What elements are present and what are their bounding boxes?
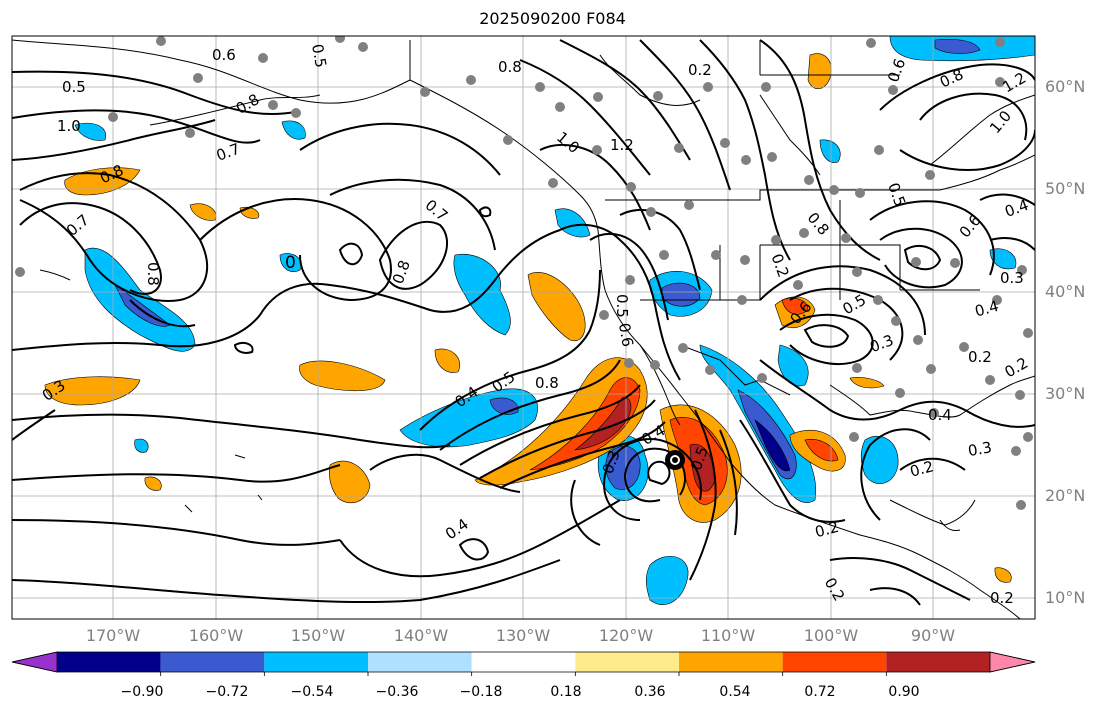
negative-field — [281, 120, 306, 140]
colorbar-segment — [160, 652, 265, 672]
contour-label: 0.8 — [535, 374, 559, 392]
contour-label: 0.3 — [967, 438, 994, 460]
contour-label: 0.6 — [615, 322, 637, 349]
colorbar-tick-label: −0.18 — [459, 684, 503, 700]
longitude-label: 140°W — [393, 626, 449, 645]
negative-field — [134, 438, 149, 453]
coastlines — [12, 39, 1035, 619]
longitude-label: 170°W — [85, 626, 141, 645]
colorbar — [11, 651, 1036, 676]
positive-field — [573, 397, 632, 451]
negative-field — [777, 344, 809, 387]
latitude-label: 50°N — [1045, 179, 1086, 198]
longitude-label: 110°W — [700, 626, 756, 645]
longitude-label: 130°W — [495, 626, 551, 645]
colorbar-tick-label: −0.72 — [205, 684, 249, 700]
colorbar-tick-label: 0.90 — [888, 684, 920, 700]
contour-label: 0.4 — [973, 297, 1001, 321]
negative-field — [819, 139, 841, 163]
positive-field — [994, 567, 1012, 583]
positive-field — [807, 53, 832, 90]
positive-field — [849, 377, 885, 389]
positive-field — [527, 272, 586, 342]
positive-field — [328, 460, 371, 504]
colorbar-segment — [575, 652, 679, 672]
contour-label: 0.8 — [144, 262, 162, 286]
contour-label: 0.5 — [613, 294, 631, 318]
colorbar-segment — [886, 652, 990, 672]
longitude-label: 100°W — [803, 626, 859, 645]
colorbar-tick-label: 0.36 — [634, 684, 666, 700]
negative-field — [645, 556, 689, 605]
colorbar-segment — [368, 652, 472, 672]
contour-label: 0 — [285, 253, 296, 273]
latitude-label: 60°N — [1045, 77, 1086, 96]
contour-label: 0.5 — [308, 43, 330, 70]
contour-label: 0.5 — [62, 78, 86, 96]
station-dots — [15, 36, 1033, 510]
positive-field — [434, 348, 460, 373]
contour-label: 0.6 — [212, 46, 236, 64]
contour-label: 0.2 — [990, 589, 1014, 607]
negative-field — [860, 435, 899, 484]
contours — [12, 39, 1035, 606]
colorbar-tick-label: −0.36 — [375, 684, 419, 700]
negative-field — [554, 208, 591, 238]
positive-field — [44, 376, 141, 406]
negative-field — [989, 248, 1017, 270]
latitude-label: 30°N — [1045, 384, 1086, 403]
contour-label: 0.2 — [908, 457, 936, 481]
colorbar-segment — [782, 652, 887, 672]
colorbar-extend-max — [989, 651, 1036, 673]
contour-label: 0.4 — [928, 406, 952, 424]
latitude-label: 40°N — [1045, 282, 1086, 301]
contour-label: 0.2 — [688, 61, 712, 79]
latitude-label: 20°N — [1045, 486, 1086, 505]
colorbar-segment — [679, 652, 783, 672]
latitude-label: 10°N — [1045, 588, 1086, 607]
contour-label: 0.8 — [498, 58, 522, 76]
colorbar-tick-label: 0.72 — [804, 684, 836, 700]
positive-field — [804, 439, 839, 462]
negative-field — [934, 39, 981, 54]
longitude-label: 90°W — [910, 626, 956, 645]
contour-label: 0.3 — [1000, 269, 1024, 287]
positive-field — [474, 357, 648, 486]
negative-field — [279, 253, 302, 272]
colorbar-extend-min — [11, 651, 58, 673]
positive-field — [189, 203, 217, 221]
colorbar-tick-label: −0.90 — [120, 684, 164, 700]
longitude-label: 160°W — [188, 626, 244, 645]
colorbar-tick-label: 0.54 — [719, 684, 751, 700]
colorbar-segment — [471, 652, 576, 672]
negative-field — [74, 122, 107, 141]
map-frame — [11, 35, 1036, 620]
colorbar-outline — [11, 651, 1036, 673]
positive-field — [64, 167, 141, 196]
positive-field — [299, 360, 386, 392]
contour-label: 1.0 — [57, 117, 81, 135]
positive-field — [144, 476, 162, 491]
contour-label: 1.2 — [610, 136, 634, 154]
colorbar-tick-label: 0.18 — [550, 684, 582, 700]
cyclone-center-markers — [665, 450, 685, 470]
longitude-label: 150°W — [290, 626, 346, 645]
contour-label: 0.2 — [813, 518, 841, 542]
negative-field — [754, 419, 791, 472]
colorbar-segment — [57, 652, 161, 672]
contour-label: 0.2 — [968, 348, 992, 366]
longitude-label: 120°W — [598, 626, 654, 645]
colorbar-segment — [264, 652, 368, 672]
colorbar-tick-label: −0.54 — [290, 684, 334, 700]
map-title: 2025090200 F084 — [479, 9, 626, 28]
